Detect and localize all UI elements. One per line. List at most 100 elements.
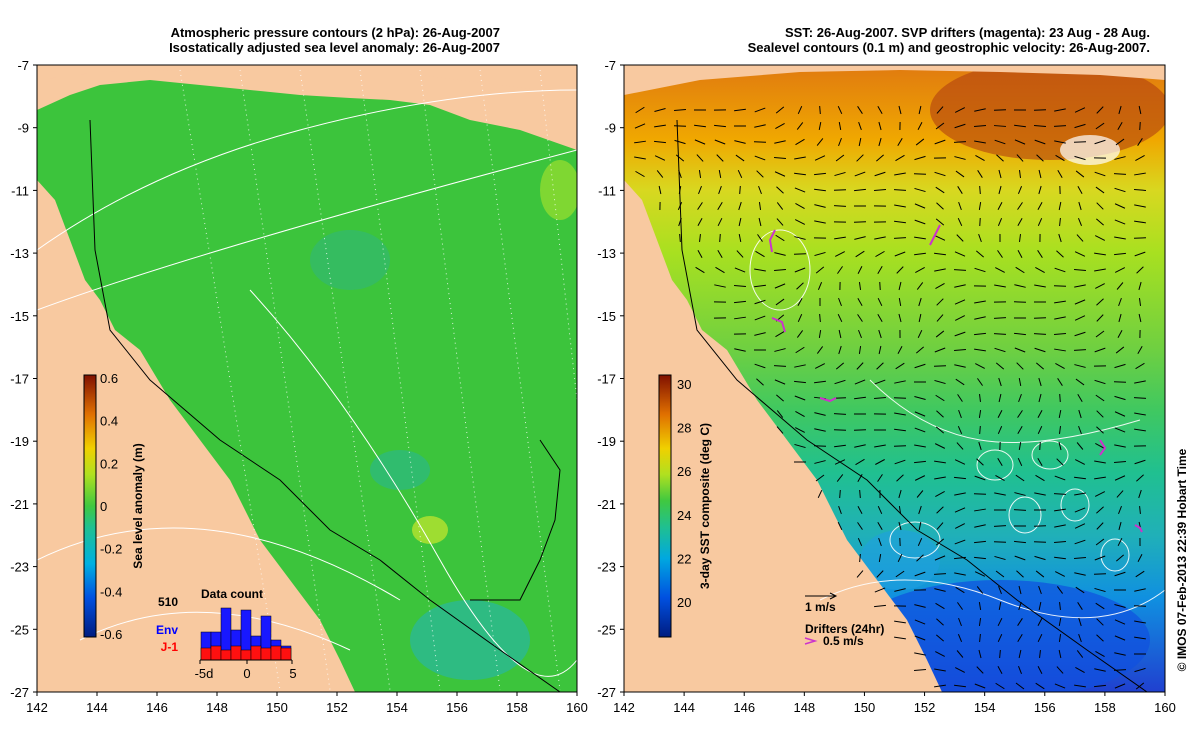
velocity-arrow	[1134, 204, 1146, 208]
velocity-arrow	[934, 347, 946, 353]
velocity-arrow	[1094, 235, 1106, 241]
velocity-arrow	[796, 330, 804, 338]
velocity-arrow	[797, 298, 803, 306]
velocity-arrow	[1095, 122, 1105, 130]
left-colorbar-ticks: 0.6 0.4 0.2 0 -0.2 -0.4 -0.6	[100, 371, 122, 642]
velocity-arrow	[878, 553, 882, 563]
velocity-arrow	[877, 297, 883, 307]
velocity-arrow	[1116, 490, 1124, 498]
left-lat-tick: -11	[11, 183, 29, 198]
velocity-arrow	[854, 188, 866, 192]
velocity-arrow	[954, 299, 966, 305]
velocity-arrow	[1054, 108, 1066, 112]
velocity-arrow	[1059, 601, 1061, 611]
velocity-arrow	[815, 266, 825, 274]
velocity-arrow	[979, 425, 981, 435]
velocity-arrow	[1077, 217, 1083, 227]
velocity-arrow	[935, 634, 945, 642]
left-lat-tick: -15	[10, 309, 29, 324]
velocity-arrow	[934, 379, 946, 385]
velocity-arrow	[716, 154, 724, 162]
velocity-arrow	[795, 346, 805, 354]
velocity-arrow	[1094, 171, 1106, 177]
velocity-arrow	[1095, 443, 1105, 449]
velocity-arrow	[953, 269, 967, 271]
velocity-arrow	[857, 522, 863, 530]
velocity-arrow	[1053, 125, 1067, 127]
velocity-arrow	[998, 185, 1002, 195]
velocity-arrow	[1016, 362, 1024, 370]
velocity-arrow	[855, 250, 865, 258]
velocity-arrow	[894, 251, 906, 257]
velocity-arrow	[993, 317, 1007, 319]
velocity-arrow	[1035, 682, 1045, 690]
velocity-arrow	[998, 601, 1002, 611]
velocity-arrow	[957, 186, 963, 194]
velocity-arrow	[995, 362, 1005, 370]
velocity-arrow	[1038, 393, 1042, 403]
velocity-arrow	[1018, 377, 1022, 387]
velocity-arrow	[1114, 635, 1126, 641]
data-count-title: Data count	[201, 587, 263, 601]
velocity-arrow	[854, 236, 866, 240]
j1-bar	[270, 645, 282, 661]
velocity-arrow	[1134, 380, 1146, 384]
velocity-arrow	[1114, 252, 1126, 256]
velocity-arrow	[934, 588, 946, 592]
velocity-arrow	[859, 553, 861, 563]
velocity-arrow	[794, 236, 806, 240]
velocity-arrow	[1137, 138, 1143, 146]
velocity-arrow	[1078, 409, 1082, 419]
velocity-arrow	[935, 491, 945, 497]
velocity-arrow	[994, 492, 1006, 496]
velocity-arrow	[954, 251, 966, 257]
velocity-arrow	[918, 105, 922, 115]
j1-bar	[240, 649, 252, 661]
velocity-arrow	[679, 233, 681, 243]
right-colorbar-tick: 26	[677, 464, 691, 479]
velocity-arrow	[1094, 268, 1106, 272]
velocity-arrow	[978, 409, 982, 419]
velocity-arrow	[797, 105, 803, 115]
velocity-arrow	[1054, 140, 1066, 144]
velocity-arrow	[1114, 236, 1126, 240]
velocity-arrow	[1017, 410, 1023, 418]
velocity-arrow	[739, 185, 741, 195]
velocity-arrow	[1096, 634, 1104, 642]
left-lat-tick: -21	[10, 497, 29, 512]
velocity-arrow	[634, 123, 646, 129]
velocity-arrow	[994, 555, 1006, 561]
velocity-arrow	[1094, 460, 1106, 464]
velocity-arrow	[954, 572, 966, 576]
left-lon-tick: 144	[86, 700, 108, 715]
velocity-arrow	[1094, 668, 1106, 672]
velocity-arrow	[916, 490, 924, 498]
velocity-arrow	[1134, 251, 1146, 257]
velocity-arrow	[1075, 666, 1085, 674]
velocity-arrow	[1074, 284, 1086, 288]
velocity-arrow	[1118, 313, 1122, 323]
left-lat-tick: -23	[10, 560, 29, 575]
left-lat-tick: -9	[17, 121, 29, 136]
velocity-arrow	[775, 123, 785, 129]
right-lon-tick: 158	[1094, 700, 1116, 715]
velocity-arrow	[835, 251, 845, 257]
velocity-arrow	[1037, 425, 1043, 435]
velocity-arrow	[1056, 666, 1064, 674]
velocity-arrow	[1094, 252, 1106, 256]
left-lat-tick: -17	[10, 372, 29, 387]
velocity-arrow	[1037, 633, 1043, 643]
velocity-arrow	[1054, 683, 1066, 689]
velocity-arrow	[954, 507, 966, 513]
velocity-arrow	[1114, 187, 1126, 193]
velocity-arrow	[654, 107, 666, 113]
velocity-arrow	[936, 410, 944, 418]
velocity-arrow	[1074, 155, 1086, 161]
velocity-arrow	[795, 202, 805, 210]
velocity-arrow	[997, 458, 1003, 466]
velocity-arrow	[914, 475, 926, 481]
velocity-arrow	[816, 346, 824, 354]
right-land-australia	[624, 180, 942, 692]
right-lat-tick: -27	[597, 685, 616, 700]
